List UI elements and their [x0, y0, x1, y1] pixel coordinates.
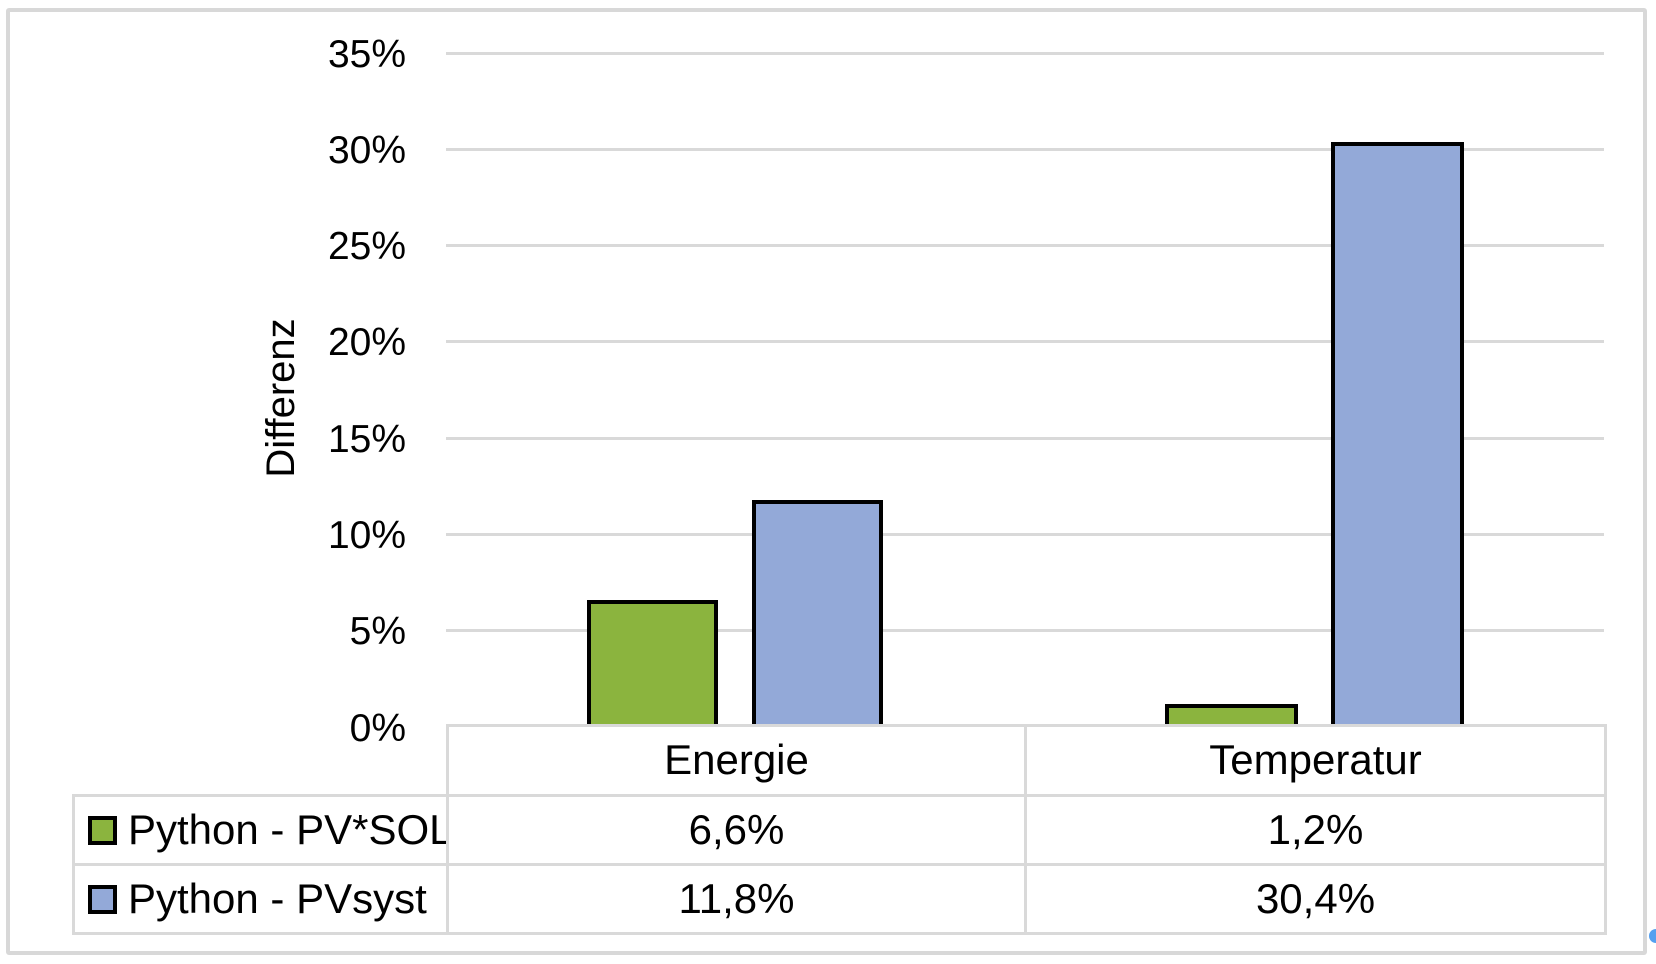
y-axis-tick-label: 30% — [327, 128, 406, 172]
y-axis-tick-label: 25% — [327, 225, 406, 269]
value-cell-pvsol-temperatur: 1,2% — [1024, 794, 1607, 863]
gridline — [446, 436, 1604, 440]
gridline — [446, 147, 1604, 151]
table-header-energie: Energie — [446, 724, 1024, 794]
y-axis-tick-label: 10% — [327, 513, 406, 557]
selection-handle[interactable] — [1649, 929, 1656, 943]
y-axis-tick-label: 20% — [327, 321, 406, 365]
legend-label-pvsol: Python - PV*SOL — [128, 806, 453, 853]
y-axis-tick-label: 0% — [349, 706, 406, 750]
legend-swatch-pvsyst-icon — [88, 884, 117, 914]
gridline — [446, 340, 1604, 344]
legend-label-pvsyst: Python - PVsyst — [128, 875, 427, 922]
value-cell-pvsyst-temperatur: 30,4% — [1024, 863, 1607, 935]
gridline — [446, 244, 1604, 248]
value-cell-pvsyst-energie: 11,8% — [446, 863, 1024, 935]
bar-python-pvsol-energie[interactable] — [587, 600, 718, 727]
y-axis-tick-label: 15% — [327, 417, 406, 461]
y-axis-tick-label: 5% — [349, 610, 406, 654]
y-axis-title: Differenz — [259, 318, 303, 478]
legend-row-pvsyst: Python - PVsyst — [72, 863, 446, 935]
legend-row-pvsol: Python - PV*SOL — [72, 794, 453, 863]
bar-python-pvsyst-energie[interactable] — [752, 500, 883, 727]
y-axis-tick-label: 35% — [327, 32, 406, 76]
gridline — [446, 629, 1604, 633]
bar-python-pvsyst-temperatur[interactable] — [1331, 142, 1464, 727]
table-header-temperatur: Temperatur — [1024, 724, 1607, 794]
legend-swatch-pvsol-icon — [88, 815, 117, 845]
gridline — [446, 51, 1604, 55]
value-cell-pvsol-energie: 6,6% — [446, 794, 1024, 863]
gridline — [446, 532, 1604, 536]
bar-python-pvsol-temperatur[interactable] — [1165, 704, 1298, 727]
